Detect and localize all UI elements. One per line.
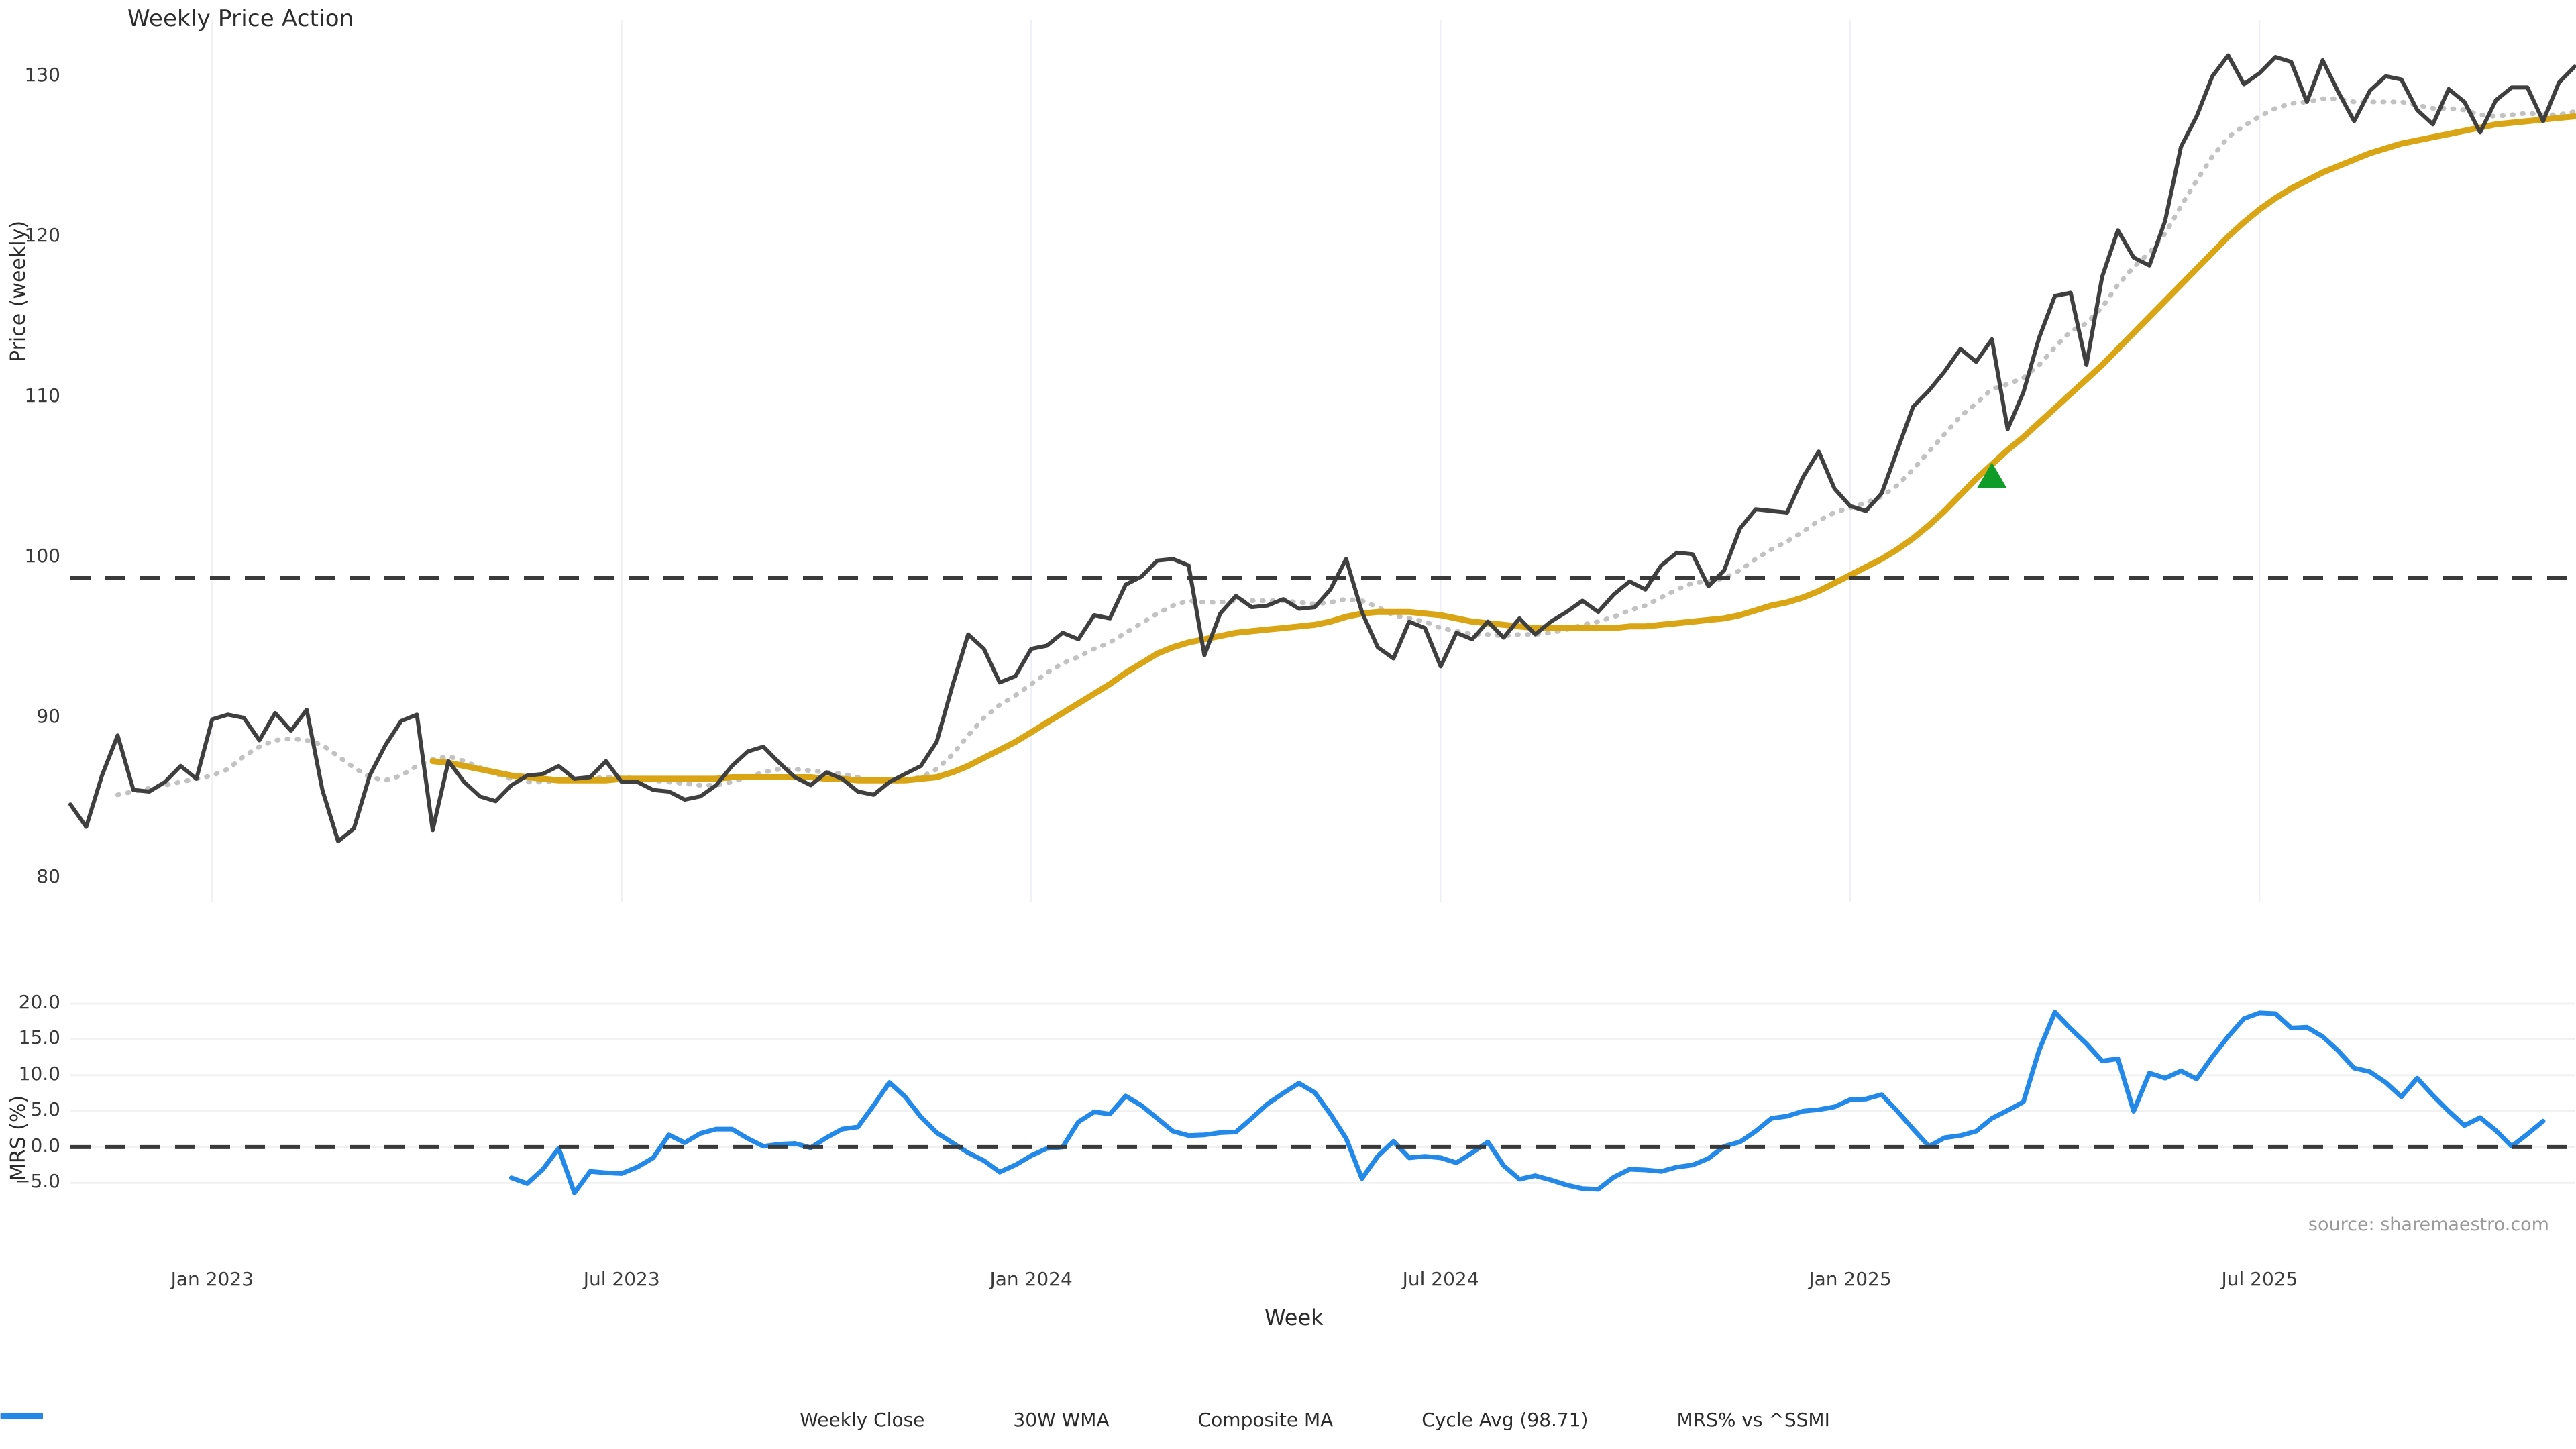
price-ytick-0: 80 (36, 865, 60, 888)
mrs-ytick-2: 10.0 (18, 1062, 60, 1085)
x-tick-0: Jan 2023 (170, 1268, 254, 1290)
price-ytick-5: 130 (24, 63, 60, 86)
series-composite-ma (115, 96, 2576, 798)
legend-swatch-icon-3 (1, 1413, 1412, 1428)
x-tick-2: Jan 2024 (989, 1268, 1073, 1290)
chart-legend: Weekly Close 30W WMA Composite MA Cycle Avg… (0, 1409, 2576, 1431)
price-ytick-1: 90 (36, 705, 60, 728)
legend-swatch-icon-0 (1, 1413, 790, 1428)
x-tick-4: Jan 2025 (1809, 1268, 1892, 1290)
legend-item-2[interactable]: Composite MA (0, 1409, 1334, 1431)
mrs-ytick-3: 5.0 (30, 1098, 60, 1121)
x-axis-label: Week (1265, 1305, 1324, 1330)
price-ytick-4: 120 (24, 223, 60, 246)
legend-item-3[interactable]: Cycle Avg (98.71) (1, 1409, 1589, 1431)
legend-label-3: Cycle Avg (98.71) (1421, 1409, 1589, 1431)
price-ytick-2: 100 (24, 544, 60, 567)
legend-label-2: Composite MA (1197, 1409, 1334, 1431)
price-ytick-3: 110 (24, 384, 60, 407)
series-mrs (508, 1010, 2546, 1195)
page-title: Weekly Price Action (127, 5, 354, 32)
legend-label-1: 30W WMA (1013, 1409, 1110, 1431)
x-tick-3: Jul 2024 (1402, 1268, 1479, 1290)
source-watermark: source: sharemaestro.com (2308, 1214, 2549, 1235)
x-tick-5: Jul 2025 (2221, 1268, 2298, 1290)
buy-signal-marker (1977, 462, 2007, 488)
mrs-ytick-1: 15.0 (18, 1026, 60, 1049)
legend-item-1[interactable]: 30W WMA (1, 1409, 1110, 1431)
mrs-ytick-5: −5.0 (15, 1170, 60, 1193)
x-tick-1: Jul 2023 (583, 1268, 660, 1290)
series-30w-wma (429, 113, 2576, 784)
legend-swatch-icon-1 (1, 1413, 1004, 1428)
legend-item-4[interactable]: MRS% vs ^SSMI (1, 1409, 1830, 1431)
legend-item-0[interactable]: Weekly Close (1, 1409, 925, 1431)
legend-label-4: MRS% vs ^SSMI (1676, 1409, 1830, 1431)
mrs-ytick-0: 20.0 (18, 991, 60, 1014)
legend-label-0: Weekly Close (800, 1409, 925, 1431)
series-weekly-close (68, 53, 2576, 844)
legend-swatch-icon-2 (0, 1413, 1189, 1428)
mrs-ytick-4: 0.0 (30, 1134, 60, 1157)
legend-swatch-icon-4 (1, 1413, 1667, 1428)
